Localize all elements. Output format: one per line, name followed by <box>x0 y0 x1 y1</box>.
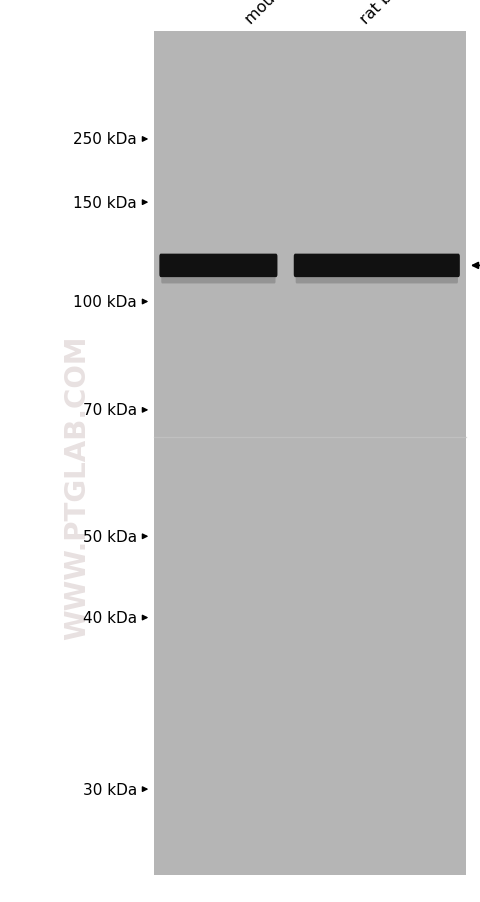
Text: WWW.PTGLAB.COM: WWW.PTGLAB.COM <box>63 335 91 640</box>
Text: 50 kDa: 50 kDa <box>83 529 137 544</box>
Text: 100 kDa: 100 kDa <box>73 295 137 309</box>
Text: 150 kDa: 150 kDa <box>73 196 137 210</box>
FancyBboxPatch shape <box>159 254 277 278</box>
Text: 30 kDa: 30 kDa <box>83 782 137 796</box>
Text: 250 kDa: 250 kDa <box>73 133 137 147</box>
FancyBboxPatch shape <box>161 272 276 284</box>
Bar <box>154 32 466 875</box>
Text: mouse brain: mouse brain <box>242 0 324 27</box>
Text: 40 kDa: 40 kDa <box>83 611 137 625</box>
FancyBboxPatch shape <box>294 254 460 278</box>
FancyBboxPatch shape <box>296 272 458 284</box>
Text: 70 kDa: 70 kDa <box>83 403 137 418</box>
Text: rat brain: rat brain <box>358 0 418 27</box>
